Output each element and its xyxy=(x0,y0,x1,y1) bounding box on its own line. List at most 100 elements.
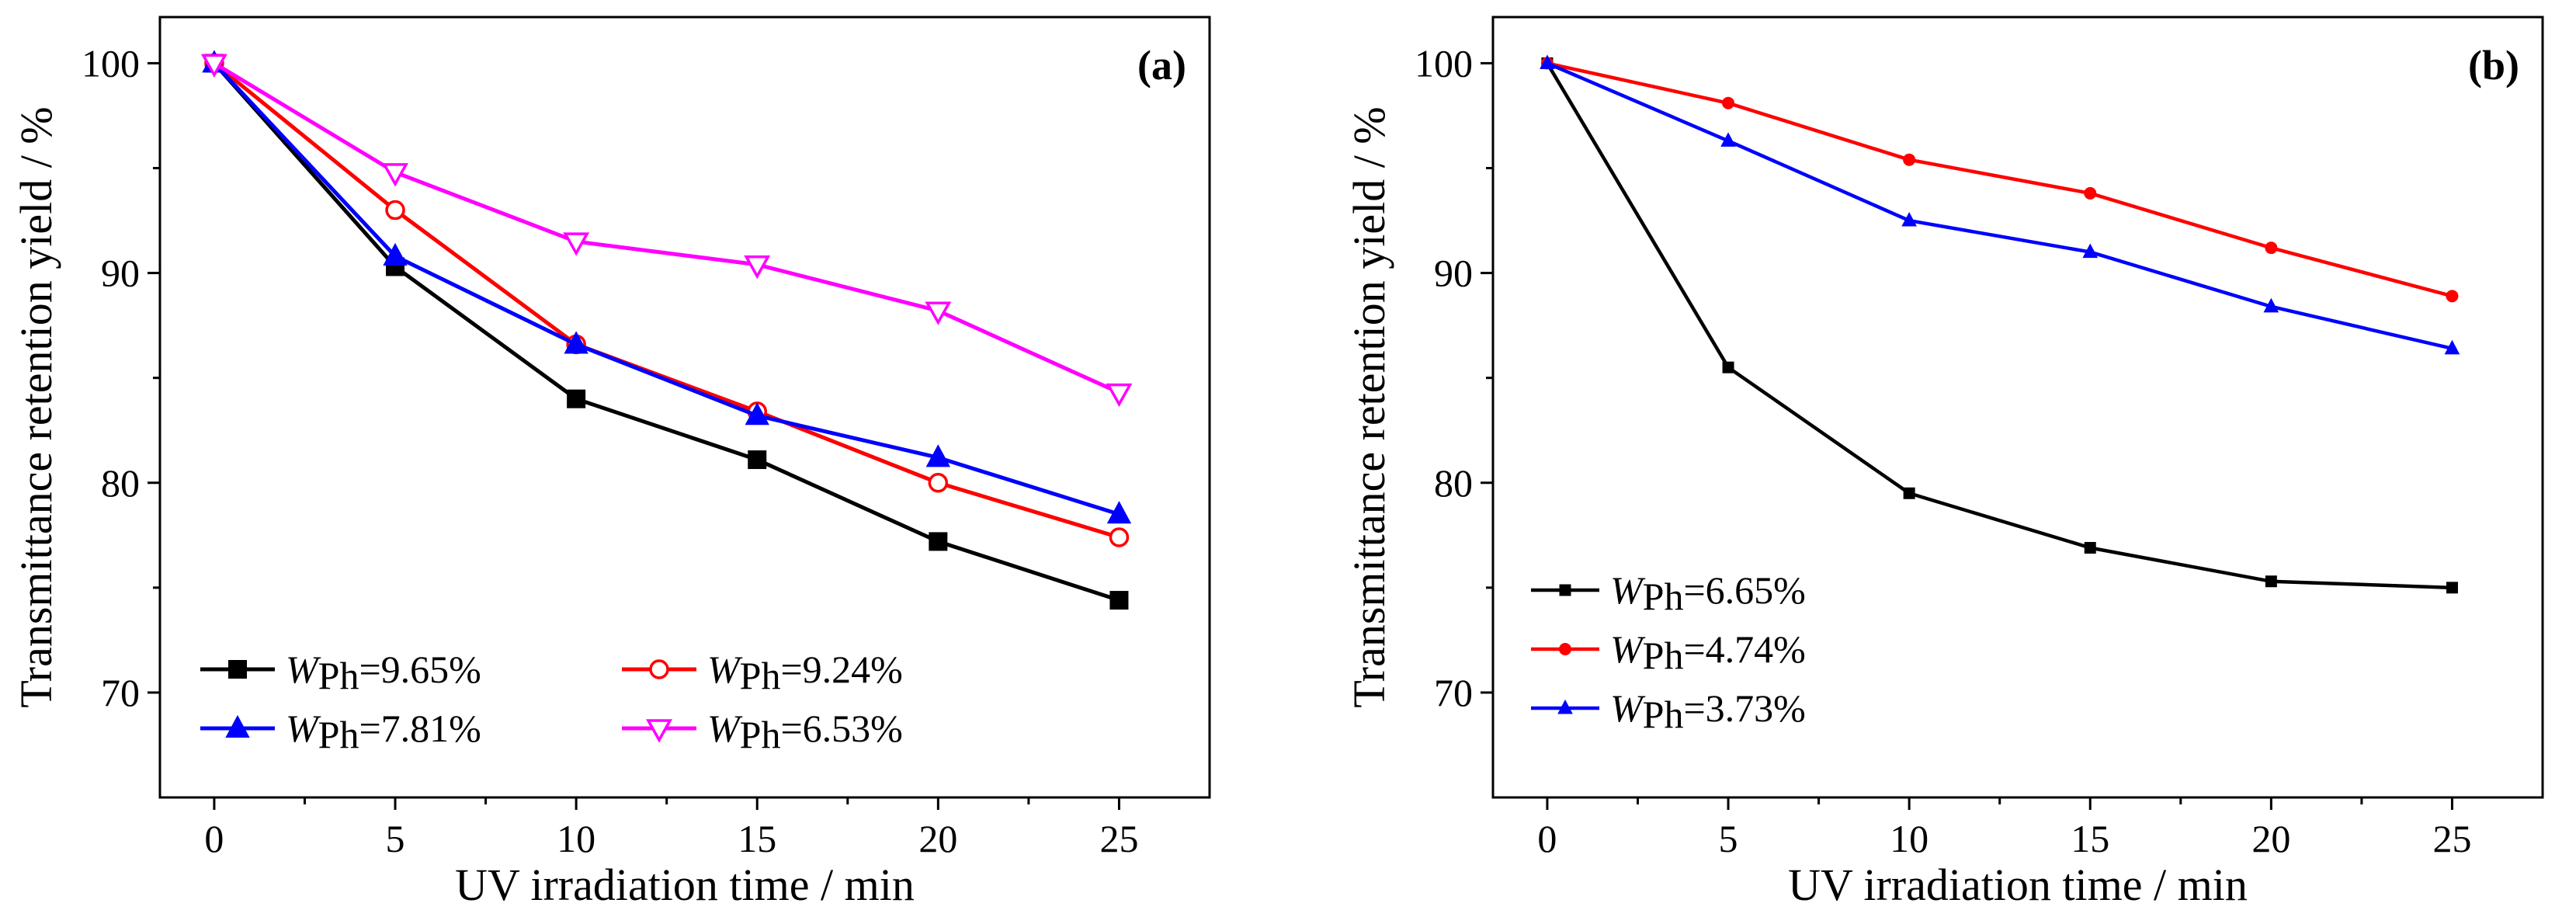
legend-label-b-2: WPh=3.73% xyxy=(1610,686,1806,736)
data-point-b-2-3 xyxy=(2082,243,2099,259)
data-point-a-3-4 xyxy=(925,301,952,325)
y-tick-label-a-3: 100 xyxy=(82,41,140,85)
data-point-a-2-5 xyxy=(1106,501,1132,524)
legend-marker-a-2 xyxy=(225,714,250,738)
legend-value-a-2: =7.81% xyxy=(359,707,481,750)
legend-label-a-3: WPh=6.53% xyxy=(707,707,903,756)
data-point-b-0-1 xyxy=(1722,361,1734,373)
data-point-a-2-4 xyxy=(925,444,951,467)
legend-subscript-a-2: Ph xyxy=(318,713,359,756)
data-point-b-2-2 xyxy=(1901,211,1917,227)
series-line-a-0 xyxy=(213,61,1120,603)
x-tick-label-b-4: 20 xyxy=(2251,817,2290,860)
data-point-a-3-3 xyxy=(744,255,771,280)
series-b-0 xyxy=(1541,57,2458,594)
data-point-a-0-3 xyxy=(748,450,767,470)
data-point-b-1-2 xyxy=(1903,153,1916,166)
series-a-3 xyxy=(200,54,1133,408)
y-tick-label-b-2: 90 xyxy=(1434,252,1473,295)
data-point-a-3-1 xyxy=(382,163,409,187)
data-point-b-2-4 xyxy=(2263,297,2279,313)
x-tick-label-b-2: 10 xyxy=(1890,817,1929,860)
legend-item-a-3: WPh=6.53% xyxy=(622,707,903,756)
legend-marker-a-3 xyxy=(646,719,672,743)
y-tick-label-b-0: 70 xyxy=(1434,671,1473,714)
x-tick-label-a-2: 10 xyxy=(557,817,595,860)
legend-item-b-1: WPh=4.74% xyxy=(1531,627,1806,677)
data-point-a-2-2 xyxy=(564,331,588,354)
x-tick-label-a-4: 20 xyxy=(918,817,957,860)
plot-frame-a xyxy=(158,16,1211,799)
legend-label-a-2: WPh=7.81% xyxy=(286,707,481,756)
legend-marker-b-1 xyxy=(1559,643,1571,655)
legend-label-b-1: WPh=4.74% xyxy=(1610,627,1806,677)
chart-panel-b: 0 5 10 15 20 25 70 80 90 100 UV irradiation time /… xyxy=(1344,16,2544,910)
data-point-a-3-2 xyxy=(563,232,590,256)
data-point-b-1-1 xyxy=(1722,96,1735,109)
legend-item-a-0: WPh=9.65% xyxy=(200,648,481,697)
legend-subscript-b-2: Ph xyxy=(1643,693,1684,736)
legend-value-a-1: =9.24% xyxy=(780,648,902,691)
legend-symbol-a-1: W xyxy=(707,648,743,691)
data-point-b-2-1 xyxy=(1720,132,1736,147)
data-point-b-1-3 xyxy=(2084,186,2097,200)
legend-item-a-2: WPh=7.81% xyxy=(200,707,481,756)
legend-subscript-a-0: Ph xyxy=(318,654,359,697)
series-b-1 xyxy=(1540,57,2459,303)
legend-marker-a-1 xyxy=(649,659,669,679)
panel-label-b: (b) xyxy=(2468,42,2519,89)
legend-subscript-a-3: Ph xyxy=(740,713,781,756)
data-point-b-2-0 xyxy=(1540,54,1555,69)
series-line-b-1 xyxy=(1547,61,2453,298)
series-line-a-3 xyxy=(213,61,1120,394)
chart-panel-a: 0 5 10 15 20 25 70 80 90 100 UV irradiation time /… xyxy=(11,16,1211,910)
y-tick-label-b-3: 100 xyxy=(1415,41,1473,85)
data-point-b-0-5 xyxy=(2446,582,2458,594)
legend-marker-b-0 xyxy=(1559,584,1571,596)
legend-symbol-a-2: W xyxy=(286,707,321,750)
data-point-a-2-3 xyxy=(745,402,769,426)
legend-value-b-1: =4.74% xyxy=(1683,627,1805,671)
legend-label-a-1: WPh=9.24% xyxy=(707,648,903,697)
plot-frame-b xyxy=(1491,16,2544,799)
series-line-b-0 xyxy=(1545,62,2453,590)
data-point-a-0-4 xyxy=(929,532,948,551)
data-point-a-1-4 xyxy=(928,473,949,493)
legend-a: WPh=9.65% WPh=9.24%WPh=7.81% WPh=6.53% xyxy=(200,648,903,756)
legend-symbol-b-2: W xyxy=(1610,686,1646,730)
legend-item-b-0: WPh=6.65% xyxy=(1531,568,1806,618)
y-axis-title-a: Transmittance retention yield / % xyxy=(11,106,61,707)
data-point-b-2-5 xyxy=(2444,339,2460,355)
data-point-a-2-1 xyxy=(383,242,408,266)
legend-symbol-b-0: W xyxy=(1610,568,1646,612)
legend-symbol-b-1: W xyxy=(1610,627,1646,671)
legend-item-b-2: WPh=3.73% xyxy=(1531,686,1806,736)
legend-subscript-a-1: Ph xyxy=(740,654,781,697)
series-line-a-1 xyxy=(213,61,1120,540)
legend-marker-a-0 xyxy=(228,660,247,679)
data-point-b-0-2 xyxy=(1903,487,1915,499)
legend-value-b-0: =6.65% xyxy=(1683,568,1805,612)
y-tick-label-b-1: 80 xyxy=(1434,461,1473,505)
x-axis-title-a: UV irradiation time / min xyxy=(455,860,915,910)
legend-label-b-0: WPh=6.65% xyxy=(1610,568,1806,618)
x-tick-label-a-5: 25 xyxy=(1099,817,1138,860)
x-tick-label-b-3: 15 xyxy=(2071,817,2109,860)
y-tick-label-a-0: 70 xyxy=(101,671,140,714)
y-axis-title-b: Transmittance retention yield / % xyxy=(1344,106,1394,707)
legend-symbol-a-3: W xyxy=(707,707,743,750)
y-tick-label-a-1: 80 xyxy=(101,461,140,505)
legend-label-a-0: WPh=9.65% xyxy=(286,648,481,697)
legend-value-a-0: =9.65% xyxy=(359,648,481,691)
series-b-2 xyxy=(1540,54,2460,355)
x-tick-label-a-1: 5 xyxy=(386,817,405,860)
data-point-b-0-4 xyxy=(2265,575,2277,588)
data-point-a-1-5 xyxy=(1109,527,1130,547)
data-point-a-3-5 xyxy=(1106,383,1133,408)
x-axis-title-b: UV irradiation time / min xyxy=(1788,860,2248,910)
legend-marker-b-2 xyxy=(1557,699,1573,714)
x-tick-label-b-5: 25 xyxy=(2432,817,2471,860)
x-tick-label-b-1: 5 xyxy=(1719,817,1738,860)
legend-symbol-a-0: W xyxy=(286,648,321,691)
